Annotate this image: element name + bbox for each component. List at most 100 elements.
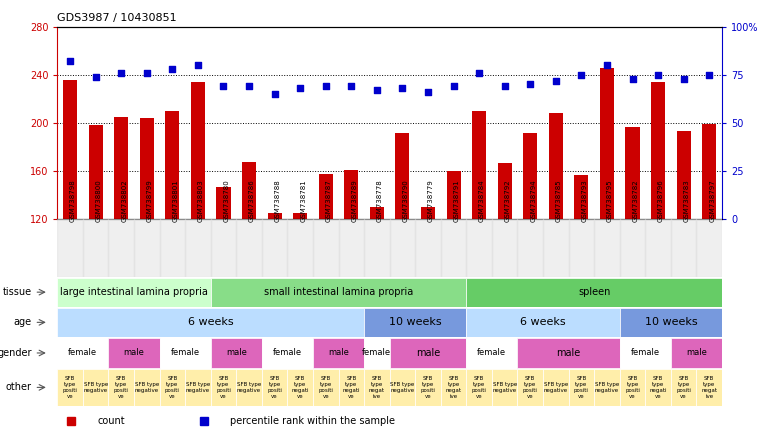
Bar (364, 308, 466, 337)
Text: SFB
type
positi
ve: SFB type positi ve (165, 376, 180, 399)
Bar (702, 124, 716, 219)
Bar (211, 219, 236, 277)
Bar (370, 207, 384, 219)
Bar (287, 219, 313, 277)
Bar (57, 369, 83, 405)
Text: SFB type
negative: SFB type negative (390, 382, 415, 393)
Text: GSM738797: GSM738797 (709, 179, 715, 222)
Bar (568, 369, 594, 405)
Point (268, 91, 280, 98)
Text: GSM738778: GSM738778 (377, 179, 383, 222)
Bar (646, 369, 671, 405)
Bar (517, 219, 543, 277)
Bar (185, 369, 211, 405)
Text: female: female (273, 349, 302, 357)
Point (678, 75, 690, 82)
Bar (492, 219, 517, 277)
Text: male: male (328, 349, 349, 357)
Bar (620, 369, 646, 405)
Bar (620, 338, 671, 368)
Point (192, 62, 204, 69)
Bar (421, 207, 435, 219)
Bar (57, 278, 211, 307)
Text: count: count (97, 416, 125, 426)
Bar (83, 369, 108, 405)
Bar (651, 82, 665, 219)
Text: GSM738787: GSM738787 (325, 179, 332, 222)
Bar (677, 131, 691, 219)
Point (167, 65, 179, 72)
Bar (364, 219, 390, 277)
Bar (160, 338, 211, 368)
Text: GSM738791: GSM738791 (454, 179, 460, 222)
Bar (89, 125, 102, 219)
Point (473, 69, 485, 76)
Bar (262, 338, 313, 368)
Text: male: male (124, 349, 144, 357)
Text: SFB
type
positi
ve: SFB type positi ve (267, 376, 282, 399)
Bar (293, 213, 307, 219)
Text: SFB type
negative: SFB type negative (83, 382, 108, 393)
Text: SFB
type
positi
ve: SFB type positi ve (676, 376, 691, 399)
Text: GSM738795: GSM738795 (607, 179, 613, 222)
Text: GSM738790: GSM738790 (403, 179, 409, 222)
Bar (191, 82, 205, 219)
Bar (83, 219, 108, 277)
Bar (242, 162, 256, 219)
Bar (594, 219, 620, 277)
Bar (466, 278, 722, 307)
Point (294, 85, 306, 92)
Bar (338, 369, 364, 405)
Text: SFB type
negative: SFB type negative (595, 382, 619, 393)
Text: SFB
type
positi
ve: SFB type positi ve (216, 376, 231, 399)
Bar (262, 369, 287, 405)
Bar (114, 117, 128, 219)
Bar (319, 174, 333, 219)
Bar (441, 369, 466, 405)
Bar (671, 338, 722, 368)
Text: SFB type
negative: SFB type negative (493, 382, 516, 393)
Point (89, 73, 102, 80)
Text: percentile rank within the sample: percentile rank within the sample (230, 416, 395, 426)
Bar (396, 133, 410, 219)
Bar (57, 308, 364, 337)
Bar (543, 369, 568, 405)
Bar (415, 369, 441, 405)
Text: female: female (170, 349, 199, 357)
Text: SFB type
negative: SFB type negative (544, 382, 568, 393)
Text: GSM738786: GSM738786 (249, 179, 255, 222)
Bar (313, 338, 364, 368)
Text: GSM738803: GSM738803 (198, 179, 204, 222)
Text: 10 weeks: 10 weeks (389, 317, 442, 327)
Point (601, 62, 613, 69)
Bar (543, 219, 568, 277)
Bar (140, 118, 154, 219)
Point (575, 71, 588, 79)
Bar (466, 369, 492, 405)
Text: SFB
type
negati
ve: SFB type negati ve (291, 376, 309, 399)
Text: GSM738799: GSM738799 (147, 179, 153, 222)
Text: large intestinal lamina propria: large intestinal lamina propria (60, 287, 208, 297)
Bar (108, 338, 160, 368)
Bar (390, 219, 415, 277)
Text: GDS3987 / 10430851: GDS3987 / 10430851 (57, 13, 177, 23)
Bar (211, 278, 466, 307)
Text: GSM738793: GSM738793 (581, 179, 588, 222)
Text: female: female (478, 349, 507, 357)
Text: 6 weeks: 6 weeks (520, 317, 566, 327)
Text: male: male (226, 349, 247, 357)
Text: SFB type
negative: SFB type negative (186, 382, 210, 393)
Bar (517, 369, 543, 405)
Bar (415, 219, 441, 277)
Point (115, 69, 128, 76)
Text: SFB
type
positi
ve: SFB type positi ve (319, 376, 333, 399)
Bar (523, 133, 537, 219)
Bar (671, 369, 697, 405)
Text: male: male (556, 348, 581, 358)
Text: GSM738794: GSM738794 (530, 179, 536, 222)
Bar (108, 369, 134, 405)
Point (218, 83, 230, 90)
Bar (262, 219, 287, 277)
Text: SFB
type
positi
ve: SFB type positi ve (574, 376, 589, 399)
Text: GSM738780: GSM738780 (224, 179, 229, 222)
